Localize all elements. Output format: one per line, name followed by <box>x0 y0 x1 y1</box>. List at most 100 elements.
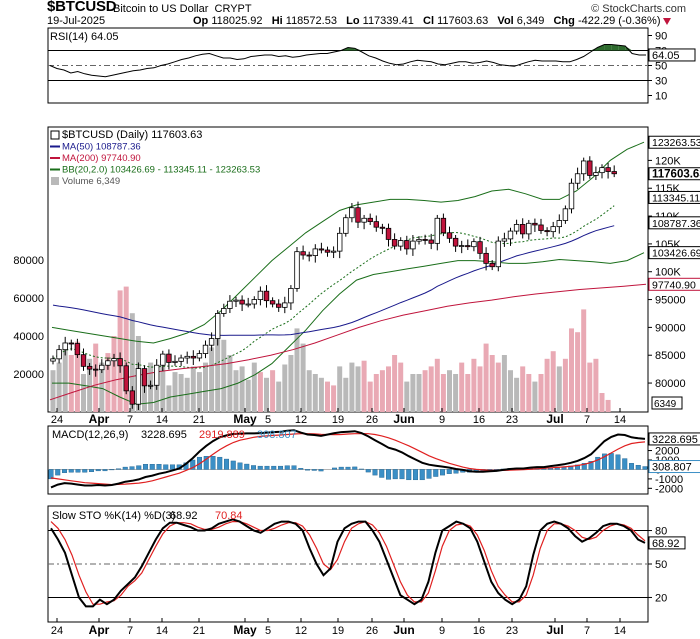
macd-legend-label: MACD(12,26,9) <box>52 429 128 441</box>
candle-body <box>282 302 288 308</box>
candle-body <box>257 290 264 300</box>
volume-bar <box>447 370 452 412</box>
candle-body <box>587 160 593 176</box>
candle-body <box>129 390 135 405</box>
macd-line <box>50 429 646 489</box>
volume-bar <box>81 374 86 412</box>
candle-body <box>562 208 569 221</box>
volume-bar <box>538 374 544 412</box>
volume-bar <box>398 362 404 412</box>
macd-histogram-bar <box>608 453 614 470</box>
price-tag-label: 123263.53 <box>652 137 700 149</box>
macd-signal-line <box>50 432 646 486</box>
volume-bar <box>373 374 379 412</box>
price-date-axis-tick-label: May <box>233 412 257 426</box>
macd-histogram-bar <box>88 469 94 473</box>
rsi-value-tag <box>648 48 696 62</box>
candle-body <box>245 303 251 306</box>
macd-histogram-bar <box>413 469 419 481</box>
macd-histogram-bar <box>392 469 398 480</box>
rsi-overbought-fill <box>597 44 605 51</box>
macd-histogram-bar <box>311 469 317 471</box>
macd-value-tag <box>648 432 700 446</box>
macd-histogram-bar <box>203 456 209 470</box>
volume-bar <box>459 362 465 412</box>
rsi-tick-label: 30 <box>655 76 667 88</box>
candle-body <box>526 222 532 235</box>
volume-bar <box>178 374 184 412</box>
macd-hist-label: 308.807 <box>652 462 692 474</box>
volume-bar <box>569 328 574 412</box>
low-value: 117339.41 <box>362 15 414 27</box>
price-legend-entry: BB(20,2.0) 103426.69 - 113345.11 - 12326… <box>62 165 260 176</box>
macd-histogram-bar <box>642 466 648 470</box>
candle-body <box>404 240 410 250</box>
candle-body <box>312 248 318 256</box>
price-tag-label: 108787.36 <box>652 218 700 230</box>
volume-bar <box>410 374 416 412</box>
macd-histogram-bar <box>244 463 250 470</box>
volume-bar <box>349 362 355 412</box>
price-tag-box <box>648 246 700 260</box>
macd-value-label: 3228.695 <box>652 434 698 446</box>
macd-legend-signal: 2919.889 <box>199 429 245 441</box>
volume-bar <box>264 377 269 412</box>
candle-body <box>385 227 392 240</box>
volume-bar <box>355 366 361 412</box>
macd-histogram-bar <box>386 469 392 480</box>
stochastic-k-line <box>50 518 646 608</box>
candle-body <box>465 245 471 248</box>
candle-body <box>202 344 209 354</box>
price-legend-entry: MA(50) 108787.36 <box>62 142 141 153</box>
candle-body <box>477 241 483 254</box>
macd-histogram-bar <box>615 454 621 470</box>
macd-histogram-bar <box>190 459 196 470</box>
price-tag-box <box>648 167 700 181</box>
macd-legend-value: 3228.695 <box>141 429 187 441</box>
macd-histogram-bar <box>433 469 439 477</box>
candle-body <box>147 384 154 387</box>
candle-body <box>513 224 520 232</box>
rsi-tick-label: 10 <box>655 91 667 103</box>
bottom-date-axis-tick-label: 9 <box>439 625 445 637</box>
macd-histogram-bar <box>352 466 358 470</box>
candle-body <box>361 217 367 223</box>
candle-body <box>379 226 386 229</box>
candle-body <box>74 343 81 356</box>
candle-body <box>428 239 434 244</box>
candle-body <box>349 207 355 219</box>
volume-bar <box>111 336 117 412</box>
price-tick-label: 90000 <box>655 322 686 334</box>
volume-bar <box>282 364 288 412</box>
quote-date: 19-Jul-2025 <box>47 15 106 27</box>
volume-bar <box>203 362 208 412</box>
volume-bar <box>184 377 190 412</box>
change-label: Chg <box>553 15 575 27</box>
macd-histogram-bar <box>419 469 425 481</box>
bottom-date-axis-tick-label: 16 <box>473 625 485 637</box>
volume-bar <box>215 320 221 412</box>
bottom-date-axis-tick-label: 14 <box>156 625 168 637</box>
candle-body <box>135 368 142 405</box>
change-value: -422.29 (-0.36%) <box>577 15 661 27</box>
volume-bar <box>379 370 385 412</box>
macd-histogram-bar <box>332 467 338 470</box>
rsi-tick-label: 50 <box>655 61 667 73</box>
candle-body <box>416 239 422 242</box>
price-date-axis-tick-label: 7 <box>127 414 133 426</box>
volume-bar <box>50 370 56 412</box>
volume-label: Vol <box>497 15 514 27</box>
candle-body <box>214 313 221 339</box>
candle-body <box>318 248 325 251</box>
volume-bar <box>361 360 367 412</box>
macd-histogram-bar <box>48 469 54 480</box>
candle-body <box>300 251 306 256</box>
volume-tick-label: 20000 <box>13 369 44 381</box>
macd-histogram-bar <box>440 469 446 476</box>
stochastic-value-label: 68.92 <box>652 538 680 550</box>
volume-bar <box>386 366 391 412</box>
bottom-date-axis-tick-label: 26 <box>366 625 378 637</box>
bottom-date-axis-tick-label: 23 <box>506 625 518 637</box>
stochastic-tick-label: 50 <box>655 559 667 571</box>
price-date-axis-tick-label: Jun <box>393 412 414 426</box>
